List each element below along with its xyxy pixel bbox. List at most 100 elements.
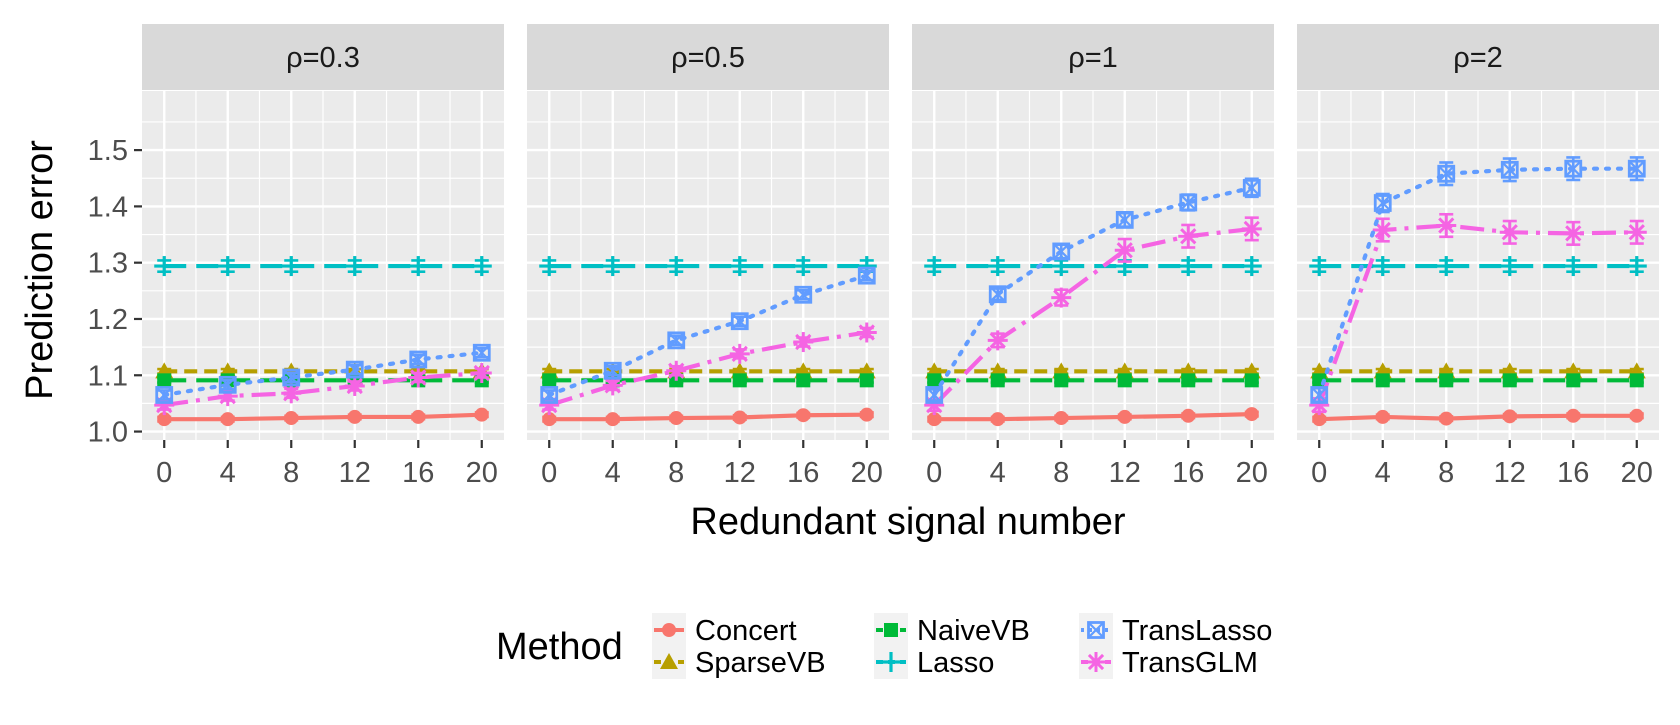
legend-label: TransLasso xyxy=(1122,615,1272,647)
data-point-concert xyxy=(220,412,235,427)
data-point-naivevb xyxy=(1629,373,1644,388)
data-point-translasso xyxy=(1627,159,1646,178)
data-point-concert xyxy=(1375,409,1390,424)
data-point-translasso-shape-box xyxy=(1500,160,1519,179)
data-point-transglm-shape-3 xyxy=(410,369,427,386)
data-point-translasso xyxy=(794,285,813,304)
data-point-concert-shape xyxy=(732,410,747,425)
facet-strip-label: ρ=1 xyxy=(1068,42,1118,74)
data-point-transglm xyxy=(1436,215,1457,236)
legend-key-marker xyxy=(662,623,676,637)
data-point-translasso-shape-x2 xyxy=(346,361,364,378)
data-point-translasso xyxy=(1500,160,1519,179)
series-line-translasso xyxy=(1317,166,1639,398)
data-point-transglm xyxy=(666,360,687,381)
facet-strip-label: ρ=0.5 xyxy=(671,42,745,74)
x-tick-label: 0 xyxy=(926,457,942,489)
series-translasso xyxy=(1310,156,1646,404)
data-point-transglm xyxy=(1372,220,1393,241)
data-point-transglm-shape-3 xyxy=(1116,242,1133,259)
series-line-concert xyxy=(549,412,867,422)
data-point-translasso-shape-x2 xyxy=(155,386,173,404)
data-point-translasso-shape-box xyxy=(218,375,237,394)
legend-label: TransGLM xyxy=(1122,647,1258,679)
data-point-translasso-shape-x2 xyxy=(1179,194,1197,211)
data-point-transglm xyxy=(1114,240,1135,261)
data-point-translasso xyxy=(472,343,491,362)
data-point-concert xyxy=(1439,411,1454,426)
data-point-naivevb xyxy=(1502,373,1517,388)
facet-strip xyxy=(527,24,889,90)
data-point-lasso xyxy=(666,256,687,277)
data-point-translasso xyxy=(1052,242,1071,261)
series-translasso xyxy=(540,266,876,404)
data-point-translasso-shape-box xyxy=(472,343,491,362)
data-point-transglm-shape-3 xyxy=(1438,217,1455,234)
data-point-naivevb-shape xyxy=(859,373,874,388)
legend-key-marker-shape-x2 xyxy=(1087,621,1105,639)
data-point-translasso-shape-x2 xyxy=(1310,386,1328,404)
x-tick-label: 12 xyxy=(339,457,371,489)
legend-item-concert: Concert xyxy=(652,613,797,647)
data-point-naivevb xyxy=(927,373,942,388)
facet-panel-2: ρ=0.5 0 4 8 12 16 20 xyxy=(527,24,889,489)
data-point-translasso-shape-x2 xyxy=(925,386,943,404)
data-point-concert-shape xyxy=(1439,411,1454,426)
data-point-translasso-shape-x2 xyxy=(1243,179,1261,197)
legend-item-translasso: TransLasso xyxy=(1079,613,1272,647)
series-line-transglm xyxy=(163,370,482,408)
data-point-concert-shape xyxy=(796,408,811,423)
data-point-concert-shape xyxy=(157,412,172,427)
data-point-naivevb-shape xyxy=(157,373,172,388)
data-point-naivevb-shape xyxy=(1054,373,1069,388)
data-point-concert xyxy=(157,412,172,427)
legend-label: SparseVB xyxy=(695,647,826,679)
legend-item-transglm: TransGLM xyxy=(1079,645,1258,679)
data-point-naivevb-shape xyxy=(1629,373,1644,388)
data-point-transglm xyxy=(281,383,302,404)
data-point-transglm xyxy=(471,363,492,384)
data-point-translasso xyxy=(603,361,622,380)
data-point-translasso-shape-box xyxy=(1564,159,1583,178)
data-point-transglm-shape-3 xyxy=(1053,289,1070,306)
data-point-naivevb xyxy=(157,373,172,388)
data-point-concert xyxy=(411,409,426,424)
data-point-transglm xyxy=(856,322,877,343)
data-point-naivevb-shape xyxy=(1375,373,1390,388)
data-point-translasso-shape-x2 xyxy=(409,351,427,368)
data-point-lasso xyxy=(217,256,238,277)
x-tick-label: 16 xyxy=(787,457,819,489)
x-tick-label: 16 xyxy=(1557,457,1589,489)
data-point-translasso xyxy=(857,266,876,285)
y-axis-label: Prediction error xyxy=(19,140,61,400)
data-point-translasso-shape-box xyxy=(988,285,1007,304)
facet-strip-label: ρ=0.3 xyxy=(286,42,360,74)
data-point-concert-shape xyxy=(1566,408,1581,423)
data-point-concert xyxy=(1312,412,1327,427)
data-point-translasso xyxy=(540,386,559,404)
data-point-transglm-shape-3 xyxy=(1501,224,1518,241)
x-tick-label: 4 xyxy=(605,457,621,489)
data-point-transglm xyxy=(1499,222,1520,243)
data-point-concert-shape xyxy=(1502,409,1517,424)
data-point-transglm-shape-3 xyxy=(731,345,748,363)
x-tick-label: 0 xyxy=(541,457,557,489)
y-tick-label: 1.5 xyxy=(88,135,128,167)
series-naivevb xyxy=(1312,373,1644,388)
legend-key-marker xyxy=(881,652,901,672)
data-point-translasso-shape-x2 xyxy=(540,386,558,404)
data-point-naivevb xyxy=(1117,373,1132,388)
data-point-transglm xyxy=(1178,226,1199,247)
data-point-concert-shape xyxy=(1117,409,1132,424)
data-point-concert xyxy=(732,410,747,425)
data-point-translasso-shape-box xyxy=(1437,164,1456,183)
data-point-translasso-shape-box xyxy=(1627,159,1646,178)
data-point-translasso xyxy=(730,312,749,331)
data-point-translasso-shape-box xyxy=(1179,193,1198,212)
x-tick-label: 4 xyxy=(990,457,1006,489)
data-point-lasso xyxy=(1178,256,1199,277)
data-point-translasso-shape-x2 xyxy=(473,344,491,362)
data-point-naivevb-shape xyxy=(1439,373,1454,388)
data-point-transglm xyxy=(729,343,750,364)
series-lasso xyxy=(154,256,492,277)
